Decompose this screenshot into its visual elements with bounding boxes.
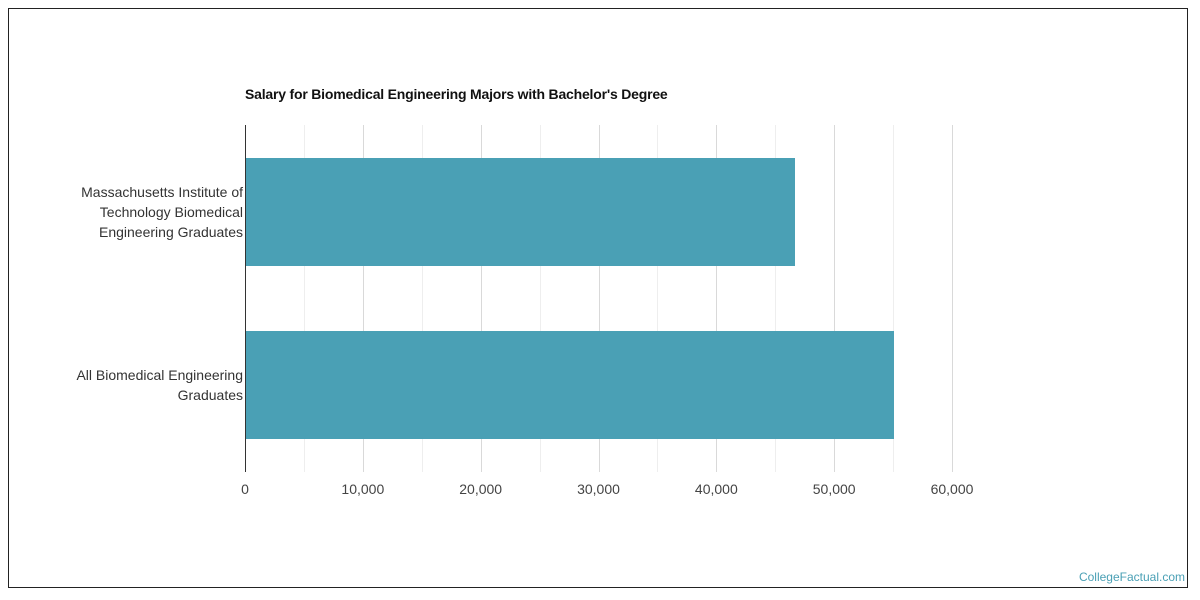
bar[interactable] bbox=[246, 158, 796, 266]
gridline bbox=[303, 125, 305, 472]
bar[interactable] bbox=[246, 331, 895, 439]
x-tick-label: 10,000 bbox=[341, 481, 385, 497]
category-label-line: Engineering Graduates bbox=[99, 224, 243, 240]
plot-area bbox=[245, 125, 953, 472]
category-label: All Biomedical Engineering Graduates bbox=[23, 365, 243, 405]
x-tick-label: 0 bbox=[241, 481, 249, 497]
gridline bbox=[421, 125, 423, 472]
gridline bbox=[362, 125, 364, 472]
x-tick-label: 40,000 bbox=[694, 481, 738, 497]
x-tick-label: 60,000 bbox=[930, 481, 974, 497]
y-axis-line bbox=[245, 125, 246, 472]
chart-frame bbox=[8, 8, 1188, 588]
watermark-link[interactable]: CollegeFactual.com bbox=[1078, 570, 1185, 584]
gridline bbox=[716, 125, 718, 472]
gridline bbox=[952, 125, 953, 472]
gridline bbox=[834, 125, 836, 472]
x-tick-label: 50,000 bbox=[812, 481, 856, 497]
gridline bbox=[657, 125, 659, 472]
category-label: Massachusetts Institute of Technology Bio… bbox=[23, 182, 243, 242]
gridline bbox=[775, 125, 777, 472]
category-label-line: All Biomedical Engineering bbox=[76, 367, 243, 383]
x-tick-label: 20,000 bbox=[459, 481, 503, 497]
category-label-line: Technology Biomedical bbox=[99, 204, 243, 220]
gridline bbox=[539, 125, 541, 472]
gridline bbox=[893, 125, 895, 472]
category-label-line: Graduates bbox=[177, 387, 243, 403]
gridline bbox=[480, 125, 482, 472]
x-tick-label: 30,000 bbox=[577, 481, 620, 497]
chart-title: Salary for Biomedical Engineering Majors… bbox=[245, 86, 668, 102]
gridline bbox=[598, 125, 600, 472]
category-label-line: Massachusetts Institute of bbox=[81, 184, 243, 200]
